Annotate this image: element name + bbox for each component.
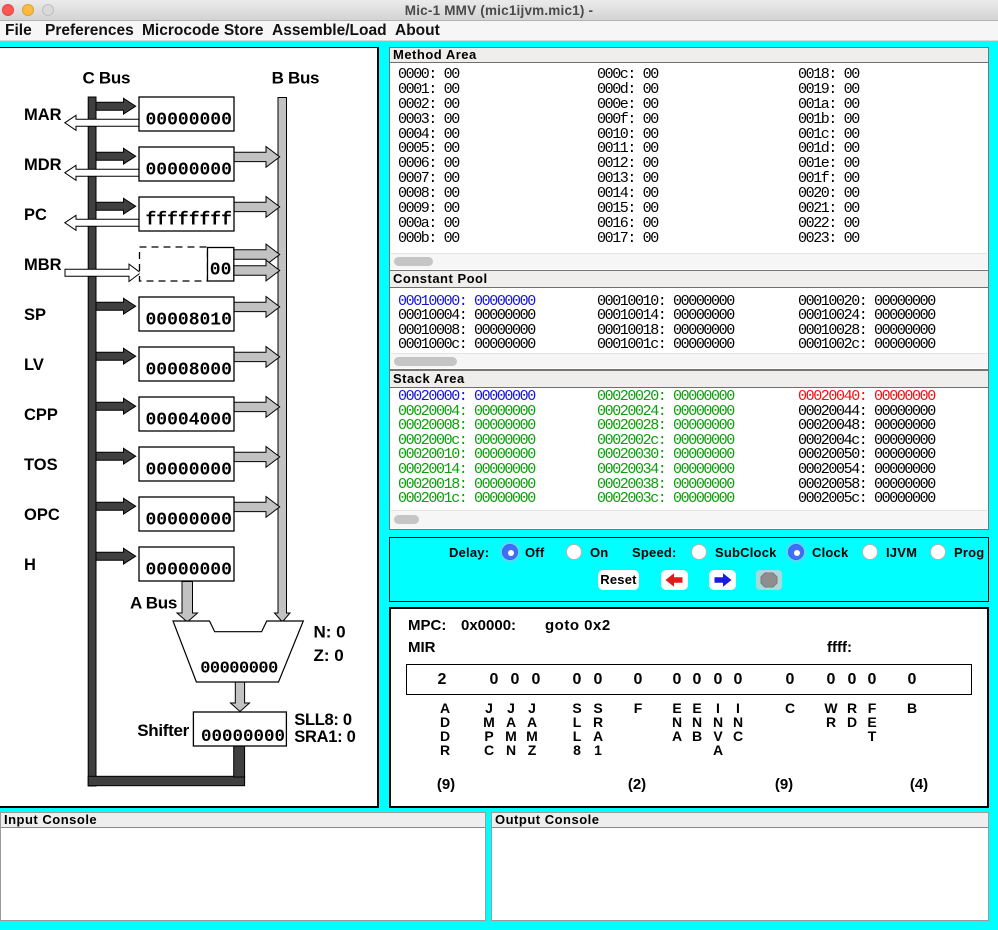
svg-text:SP: SP: [24, 306, 46, 324]
svg-text:ffffffff: ffffffff: [146, 210, 232, 230]
svg-text:B Bus: B Bus: [272, 69, 320, 88]
svg-text:OPC: OPC: [24, 506, 60, 524]
svg-text:Z: 0: Z: 0: [314, 646, 344, 665]
svg-text:00008010: 00008010: [146, 310, 232, 330]
svg-text:00000000: 00000000: [146, 510, 232, 530]
svg-text:A Bus: A Bus: [130, 594, 177, 613]
svg-text:C Bus: C Bus: [82, 69, 130, 88]
svg-text:PC: PC: [24, 206, 47, 224]
svg-text:H: H: [24, 556, 36, 574]
svg-text:MBR: MBR: [24, 256, 62, 274]
svg-text:00000000: 00000000: [200, 660, 278, 679]
svg-text:SLL8: 0: SLL8: 0: [294, 711, 352, 729]
svg-text:00004000: 00004000: [146, 410, 232, 430]
svg-text:00000000: 00000000: [146, 460, 232, 480]
svg-text:CPP: CPP: [24, 406, 58, 424]
svg-text:00: 00: [210, 260, 232, 280]
svg-text:00000000: 00000000: [146, 560, 232, 580]
svg-text:00000000: 00000000: [146, 110, 232, 130]
svg-text:Shifter: Shifter: [137, 721, 189, 740]
svg-text:SRA1: 0: SRA1: 0: [294, 728, 355, 746]
svg-text:N: 0: N: 0: [314, 623, 346, 642]
svg-text:MAR: MAR: [24, 106, 62, 124]
svg-text:00000000: 00000000: [146, 160, 232, 180]
svg-text:LV: LV: [24, 356, 44, 374]
svg-text:TOS: TOS: [24, 456, 58, 474]
svg-text:00008000: 00008000: [146, 360, 232, 380]
svg-text:00000000: 00000000: [201, 727, 285, 747]
svg-text:MDR: MDR: [24, 156, 62, 174]
